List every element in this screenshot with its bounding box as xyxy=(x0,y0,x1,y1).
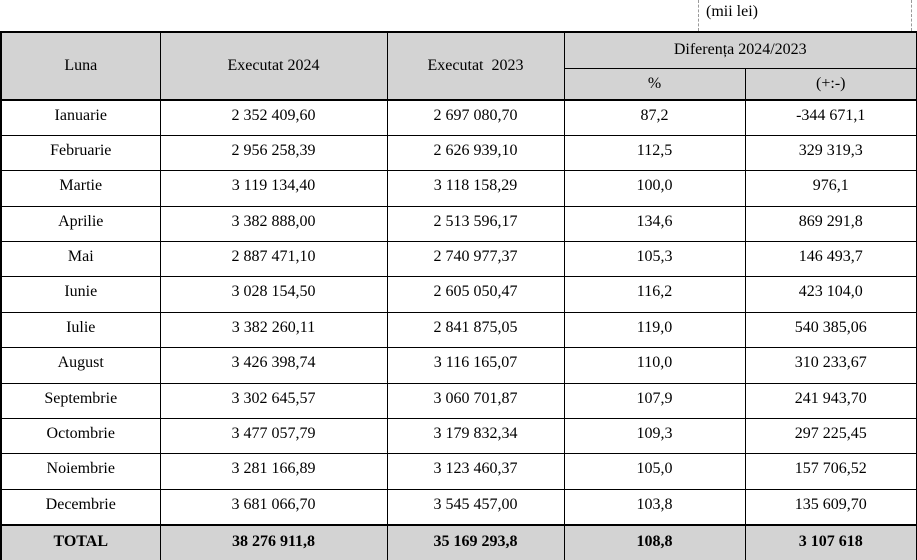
exec-2023-cell: 2 513 596,17 xyxy=(386,205,565,243)
month-cell: Noiembrie xyxy=(0,453,161,490)
delta-cell: 310 233,67 xyxy=(744,347,917,384)
table-row: Martie 3 119 134,40 3 118 158,29 100,0 9… xyxy=(0,170,917,207)
percent-cell: 110,0 xyxy=(563,347,746,384)
table-row: Septembrie 3 302 645,57 3 060 701,87 107… xyxy=(0,382,917,420)
table-row: Ianuarie 2 352 409,60 2 697 080,70 87,2 … xyxy=(0,99,917,136)
percent-cell: 134,6 xyxy=(563,205,746,243)
percent-cell: 100,0 xyxy=(563,170,746,207)
total-row: TOTAL 38 276 911,8 35 169 293,8 108,8 3 … xyxy=(0,523,917,560)
header-executat-2023: Executat 2023 xyxy=(386,31,565,101)
delta-cell: 869 291,8 xyxy=(744,205,917,243)
exec-2023-cell: 3 060 701,87 xyxy=(386,382,565,420)
exec-2023-cell: 2 740 977,37 xyxy=(386,241,565,278)
exec-2024-cell: 3 477 057,79 xyxy=(159,418,388,455)
exec-2023-cell: 2 697 080,70 xyxy=(386,99,565,136)
total-exec-2023-cell: 35 169 293,8 xyxy=(386,523,565,560)
table-row: Februarie 2 956 258,39 2 626 939,10 112,… xyxy=(0,134,917,172)
percent-cell: 116,2 xyxy=(563,276,746,313)
exec-2023-cell: 3 179 832,34 xyxy=(386,418,565,455)
header-row-top: Luna Executat 2024 Executat 2023 Diferen… xyxy=(0,31,917,101)
delta-cell: -344 671,1 xyxy=(744,99,917,136)
table-header: Luna Executat 2024 Executat 2023 Diferen… xyxy=(0,31,917,101)
exec-2023-cell: 2 841 875,05 xyxy=(386,311,565,349)
exec-2024-cell: 2 887 471,10 xyxy=(159,241,388,278)
delta-cell: 540 385,06 xyxy=(744,311,917,349)
table-row: Decembrie 3 681 066,70 3 545 457,00 103,… xyxy=(0,488,917,526)
month-cell: Septembrie xyxy=(0,382,161,420)
table-row: Iulie 3 382 260,11 2 841 875,05 119,0 54… xyxy=(0,311,917,349)
total-exec-2024-cell: 38 276 911,8 xyxy=(159,523,388,560)
delta-cell: 423 104,0 xyxy=(744,276,917,313)
month-cell: Iunie xyxy=(0,276,161,313)
month-cell: Ianuarie xyxy=(0,99,161,136)
table-row: Aprilie 3 382 888,00 2 513 596,17 134,6 … xyxy=(0,205,917,243)
exec-2024-cell: 3 119 134,40 xyxy=(159,170,388,207)
execution-table: Luna Executat 2024 Executat 2023 Diferen… xyxy=(0,31,917,560)
table-row: Noiembrie 3 281 166,89 3 123 460,37 105,… xyxy=(0,453,917,490)
table-row: Mai 2 887 471,10 2 740 977,37 105,3 146 … xyxy=(0,241,917,278)
exec-2023-cell: 3 118 158,29 xyxy=(386,170,565,207)
table-row: August 3 426 398,74 3 116 165,07 110,0 3… xyxy=(0,347,917,384)
table-row: Octombrie 3 477 057,79 3 179 832,34 109,… xyxy=(0,418,917,455)
total-percent-cell: 108,8 xyxy=(563,523,746,560)
month-cell: Octombrie xyxy=(0,418,161,455)
percent-cell: 107,9 xyxy=(563,382,746,420)
month-cell: Martie xyxy=(0,170,161,207)
header-month: Luna xyxy=(0,31,161,101)
delta-cell: 329 319,3 xyxy=(744,134,917,172)
month-cell: Mai xyxy=(0,241,161,278)
exec-2023-cell: 2 605 050,47 xyxy=(386,276,565,313)
header-executat-2024: Executat 2024 xyxy=(159,31,388,101)
units-note: (mii lei) xyxy=(706,3,758,20)
header-diferenta-group: Diferența 2024/2023 xyxy=(563,31,917,69)
percent-cell: 112,5 xyxy=(563,134,746,172)
exec-2024-cell: 3 302 645,57 xyxy=(159,382,388,420)
percent-cell: 87,2 xyxy=(563,99,746,136)
exec-2024-cell: 2 352 409,60 xyxy=(159,99,388,136)
exec-2024-cell: 3 382 888,00 xyxy=(159,205,388,243)
month-cell: Iulie xyxy=(0,311,161,349)
exec-2023-cell: 2 626 939,10 xyxy=(386,134,565,172)
percent-cell: 109,3 xyxy=(563,418,746,455)
total-delta-cell: 3 107 618 xyxy=(744,523,917,560)
exec-2023-cell: 3 545 457,00 xyxy=(386,488,565,526)
exec-2024-cell: 3 681 066,70 xyxy=(159,488,388,526)
month-cell: Decembrie xyxy=(0,488,161,526)
mii-lei-text-frame: (mii lei) xyxy=(698,0,912,31)
percent-cell: 119,0 xyxy=(563,311,746,349)
total-label-cell: TOTAL xyxy=(0,523,161,560)
exec-2024-cell: 2 956 258,39 xyxy=(159,134,388,172)
delta-cell: 976,1 xyxy=(744,170,917,207)
month-cell: August xyxy=(0,347,161,384)
exec-2024-cell: 3 281 166,89 xyxy=(159,453,388,490)
delta-cell: 241 943,70 xyxy=(744,382,917,420)
exec-2023-cell: 3 123 460,37 xyxy=(386,453,565,490)
exec-2024-cell: 3 028 154,50 xyxy=(159,276,388,313)
header-percent: % xyxy=(563,67,746,101)
delta-cell: 146 493,7 xyxy=(744,241,917,278)
delta-cell: 157 706,52 xyxy=(744,453,917,490)
delta-cell: 297 225,45 xyxy=(744,418,917,455)
exec-2023-cell: 3 116 165,07 xyxy=(386,347,565,384)
percent-cell: 105,3 xyxy=(563,241,746,278)
percent-cell: 105,0 xyxy=(563,453,746,490)
table-row: Iunie 3 028 154,50 2 605 050,47 116,2 42… xyxy=(0,276,917,313)
exec-2024-cell: 3 382 260,11 xyxy=(159,311,388,349)
month-cell: Februarie xyxy=(0,134,161,172)
percent-cell: 103,8 xyxy=(563,488,746,526)
delta-cell: 135 609,70 xyxy=(744,488,917,526)
month-cell: Aprilie xyxy=(0,205,161,243)
table-body: Ianuarie 2 352 409,60 2 697 080,70 87,2 … xyxy=(0,99,917,560)
exec-2024-cell: 3 426 398,74 xyxy=(159,347,388,384)
header-delta: (+:-) xyxy=(744,67,917,101)
